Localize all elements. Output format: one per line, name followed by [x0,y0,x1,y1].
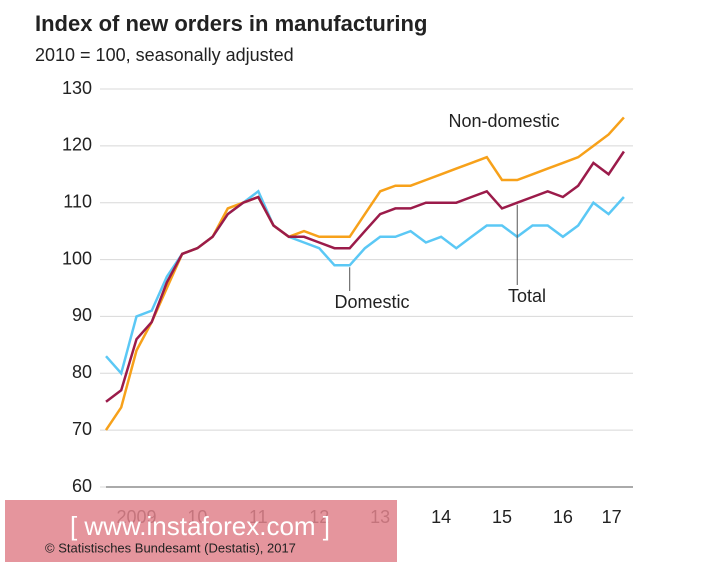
chart-subtitle: 2010 = 100, seasonally adjusted [35,45,294,65]
y-tick-label: 80 [72,362,92,382]
legend-label: Non-domestic [448,111,559,131]
source: © Statistisches Bundesamt (Destatis), 20… [45,540,296,555]
y-tick-label: 130 [62,78,92,98]
y-tick-label: 90 [72,305,92,325]
watermark-box [5,500,397,562]
x-tick-label: 14 [431,507,451,527]
y-tick-label: 110 [63,191,92,211]
legend-label: Total [508,286,546,306]
y-tick-label: 70 [72,419,92,439]
plot-area: 6070809010011012013020091011121314151617… [62,78,633,527]
y-tick-label: 100 [62,248,92,268]
x-tick-label: 17 [602,507,622,527]
x-tick-label: 15 [492,507,512,527]
series-line [105,189,625,376]
legend-label: Domestic [334,292,409,312]
y-tick-label: 120 [62,135,92,155]
watermark: [ www.instaforex.com ] [70,511,330,541]
y-tick-label: 60 [72,476,92,496]
series-line [105,150,625,403]
series-line [104,116,625,431]
chart-title: Index of new orders in manufacturing [35,11,427,36]
x-tick-label: 16 [553,507,573,527]
